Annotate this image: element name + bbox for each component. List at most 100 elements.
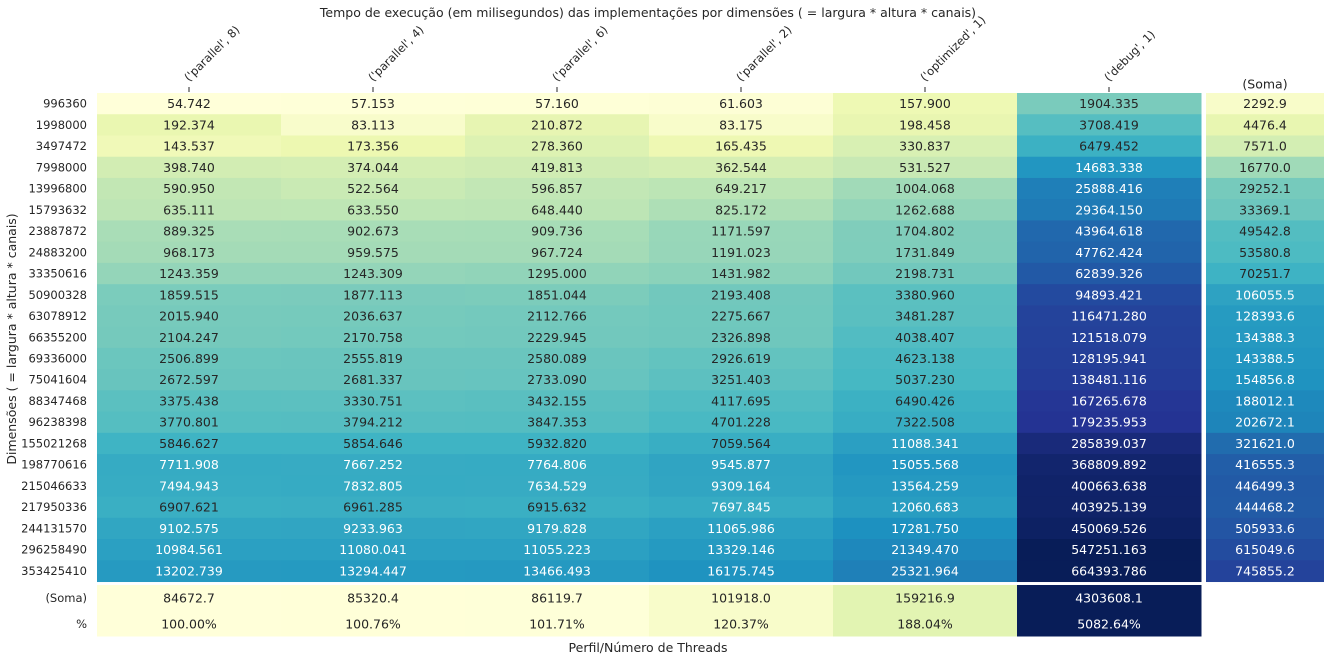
row-sum-label: 2292.9 <box>1243 96 1287 111</box>
cell-value-label: 198.458 <box>899 117 951 132</box>
heatmap-cell <box>1017 262 1202 285</box>
heatmap-cell <box>1017 305 1202 328</box>
heatmap-cell <box>833 156 1018 179</box>
cell-value-label: 2112.766 <box>527 309 587 324</box>
cell-value-label: 12060.683 <box>891 500 959 515</box>
cell-value-label: 278.360 <box>531 139 583 154</box>
row-sum-cell <box>1206 114 1324 136</box>
cell-value-label: 6915.632 <box>527 500 587 515</box>
heatmap-cell <box>833 369 1018 391</box>
heatmap-cell <box>833 135 1018 158</box>
heatmap-cell <box>281 369 466 391</box>
cell-value-label: 3432.155 <box>527 393 587 408</box>
y-tick-label: 23887872 <box>28 224 87 238</box>
y-tick-label: 69336000 <box>28 352 87 366</box>
cell-value-label: 15055.568 <box>891 457 959 472</box>
heatmap-cell <box>465 326 650 349</box>
cell-value-label: 13564.259 <box>891 478 959 493</box>
heatmap-cell <box>281 220 466 243</box>
cell-value-label: 1877.113 <box>343 287 403 302</box>
cell-value-label: 4038.407 <box>895 330 955 345</box>
cell-value-label: 648.440 <box>531 202 583 217</box>
heatmap-cell <box>1017 220 1202 243</box>
cell-value-label: 192.374 <box>163 117 215 132</box>
x-tick-label: ('debug', 1) <box>1101 27 1158 84</box>
row-sum-cell <box>1206 539 1324 561</box>
heatmap-cell <box>1017 135 1202 158</box>
cell-value-label: 167265.678 <box>1071 393 1147 408</box>
x-tick-label: ('optimized', 1) <box>917 13 988 84</box>
cell-value-label: 362.544 <box>715 160 767 175</box>
heatmap-cell <box>1017 177 1202 200</box>
heatmap-cell <box>833 220 1018 243</box>
row-sum-cell <box>1206 156 1324 179</box>
row-sum-label: 745855.2 <box>1235 563 1295 578</box>
row-sum-label: 615049.6 <box>1235 542 1295 557</box>
heatmap-cell <box>833 93 1018 115</box>
heatmap-cell <box>97 177 282 200</box>
heatmap-cell <box>97 156 282 179</box>
cell-value-label: 3708.419 <box>1079 117 1139 132</box>
cell-value-label: 57.160 <box>535 96 579 111</box>
heatmap-cell <box>465 496 650 519</box>
heatmap-cell <box>1017 369 1202 391</box>
y-tick-label: 3497472 <box>36 139 87 153</box>
row-sum-label: 188012.1 <box>1235 393 1295 408</box>
heatmap-cell <box>281 326 466 349</box>
heatmap-cell <box>833 517 1018 540</box>
row-sum-cell <box>1206 220 1324 243</box>
heatmap-cell <box>1017 241 1202 264</box>
heatmap-cell <box>281 496 466 519</box>
heatmap-cell <box>281 114 466 136</box>
heatmap-cell <box>281 560 466 583</box>
cell-value-label: 61.603 <box>719 96 763 111</box>
heatmap-cell <box>97 496 282 519</box>
heatmap-cell <box>465 369 650 391</box>
chart-title: Tempo de execução (em milisegundos) das … <box>319 5 976 20</box>
heatmap-cell <box>1017 156 1202 179</box>
heatmap-cell <box>465 93 650 115</box>
heatmap-cell <box>97 517 282 540</box>
cell-value-label: 2672.597 <box>159 372 219 387</box>
heatmap-cell <box>281 135 466 158</box>
row-sum-label: 4476.4 <box>1243 117 1287 132</box>
heatmap-cell <box>649 517 834 540</box>
cell-value-label: 2580.089 <box>527 351 587 366</box>
heatmap-cell <box>1017 454 1202 476</box>
row-sum-label: 70251.7 <box>1239 266 1291 281</box>
cell-value-label: 9545.877 <box>711 457 771 472</box>
y-tick-label: 33350616 <box>28 267 87 281</box>
heatmap-cell <box>281 539 466 561</box>
row-sum-column: 2292.9 4476.4 7571.0 16770.0 29252.1 33369.1 4… <box>1206 77 1324 583</box>
cell-value-label: 29364.150 <box>1075 202 1143 217</box>
cell-value-label: 825.172 <box>715 202 767 217</box>
heatmap-cell <box>649 347 834 370</box>
row-sum-label: 446499.3 <box>1235 478 1295 493</box>
heatmap-cell <box>97 305 282 328</box>
heatmap-cell <box>833 199 1018 221</box>
cell-value-label: 10984.561 <box>155 542 223 557</box>
column-sum-rows: 84672.7 100.00% 85320.4 100.76% 86119.7 101.7… <box>45 585 1202 637</box>
heatmap-cell <box>1017 114 1202 136</box>
main-heatmap: 54.742 57.153 57.160 61.603 157.900 1904.335 1… <box>97 93 1202 583</box>
y-tick-label: 24883200 <box>28 245 87 259</box>
heatmap-cell <box>649 177 834 200</box>
cell-value-label: 1731.849 <box>895 245 955 260</box>
row-sum-header: (Soma) <box>1242 77 1287 92</box>
heatmap-cell <box>465 390 650 413</box>
y-tick-label: 996360 <box>43 97 87 111</box>
cell-value-label: 13329.146 <box>707 542 775 557</box>
heatmap-cell <box>281 305 466 328</box>
cell-value-label: 13202.739 <box>155 563 223 578</box>
cell-value-label: 210.872 <box>531 117 583 132</box>
heatmap-cell <box>281 262 466 285</box>
cell-value-label: 17281.750 <box>891 521 959 536</box>
heatmap-cell <box>465 475 650 498</box>
cell-value-label: 5037.230 <box>895 372 955 387</box>
heatmap-cell <box>465 156 650 179</box>
row-sum-cell <box>1206 135 1324 158</box>
heatmap-cell <box>281 432 466 455</box>
cell-value-label: 2681.337 <box>343 372 403 387</box>
cell-value-label: 1243.359 <box>159 266 219 281</box>
cell-value-label: 2229.945 <box>527 330 587 345</box>
